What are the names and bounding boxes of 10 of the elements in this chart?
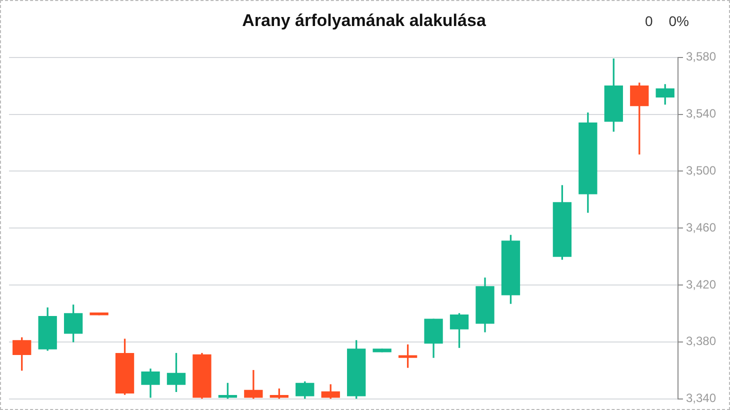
y-tick-label: 3,380	[686, 334, 716, 348]
text: 0	[644, 13, 653, 29]
y-tick-label: 3,540	[686, 106, 716, 121]
y-tick-label: 3,580	[686, 50, 716, 64]
y-tick-label: 3,340	[686, 391, 716, 406]
y-tick-label: 3,460	[686, 220, 716, 234]
y-tick-label: 3,500	[686, 164, 716, 178]
y-tick-label: 3,420	[686, 277, 716, 292]
chart-title: Arany árfolyamának alakulása	[242, 10, 486, 30]
text: 0%	[668, 13, 689, 29]
